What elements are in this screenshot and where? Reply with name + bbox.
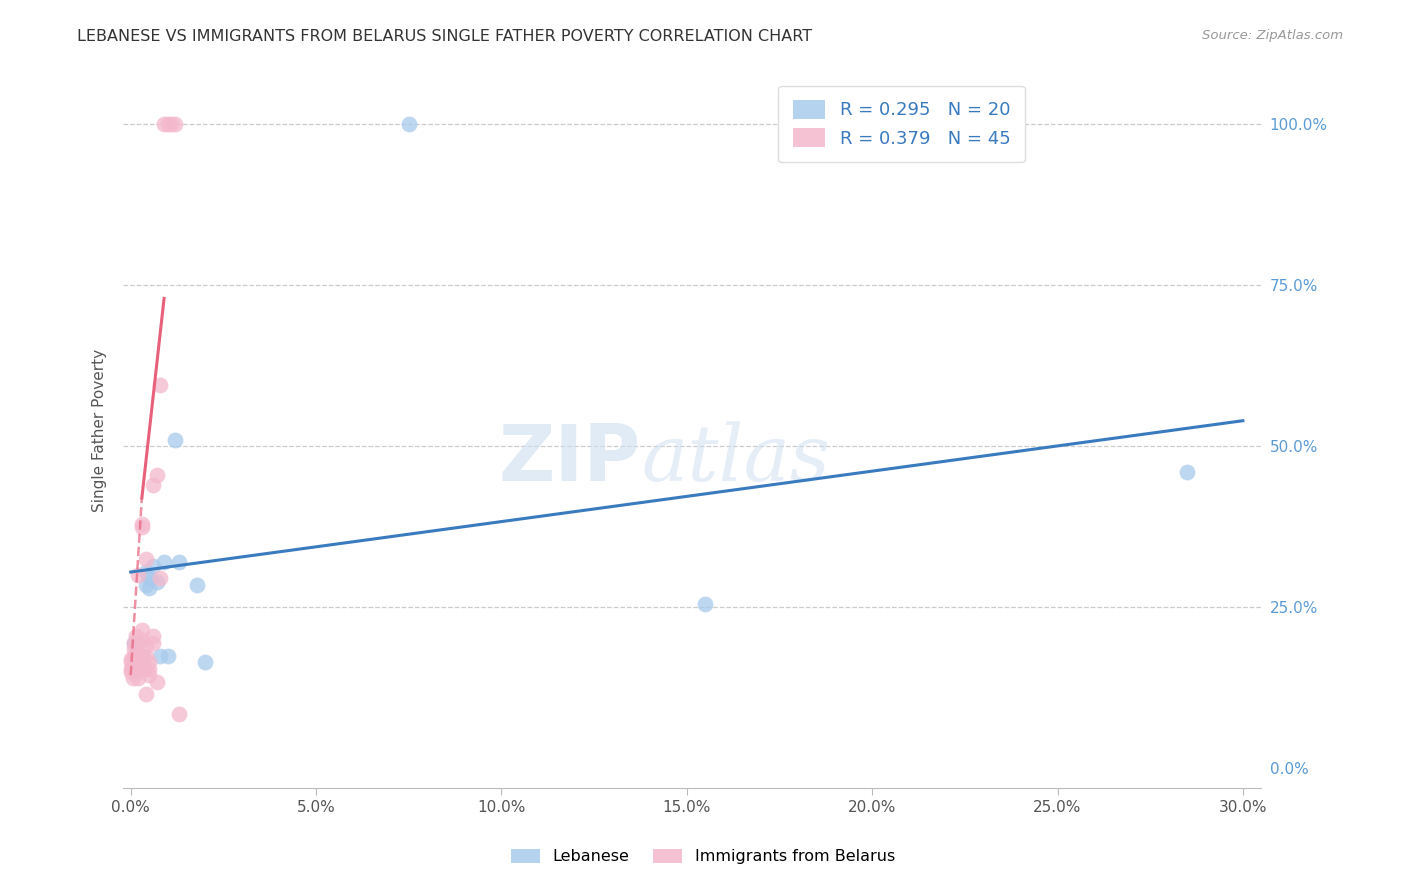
Point xyxy=(138,572,160,586)
Point xyxy=(160,118,183,132)
Point xyxy=(153,118,176,132)
Point xyxy=(135,687,157,701)
Legend: R = 0.295   N = 20, R = 0.379   N = 45: R = 0.295 N = 20, R = 0.379 N = 45 xyxy=(778,86,1025,162)
Point xyxy=(167,706,190,721)
Point xyxy=(135,639,157,653)
Point xyxy=(138,662,160,676)
Point xyxy=(165,433,187,447)
Point xyxy=(131,648,153,663)
Point xyxy=(145,468,167,483)
Text: atlas: atlas xyxy=(641,421,830,497)
Point xyxy=(124,658,146,673)
Point xyxy=(124,642,146,657)
Point xyxy=(131,662,153,676)
Point xyxy=(127,636,149,650)
Point xyxy=(194,655,217,669)
Point xyxy=(156,118,179,132)
Point xyxy=(127,671,149,685)
Point xyxy=(131,520,153,534)
Text: Source: ZipAtlas.com: Source: ZipAtlas.com xyxy=(1202,29,1343,42)
Point xyxy=(142,629,165,643)
Point xyxy=(186,578,208,592)
Point xyxy=(142,558,165,573)
Point xyxy=(165,118,187,132)
Point xyxy=(121,662,143,676)
Point xyxy=(122,662,145,676)
Point xyxy=(120,665,142,679)
Point xyxy=(124,662,146,676)
Point xyxy=(121,671,143,685)
Point xyxy=(120,655,142,669)
Point xyxy=(131,648,153,663)
Point xyxy=(138,655,160,669)
Point xyxy=(142,636,165,650)
Point xyxy=(149,378,172,392)
Point xyxy=(135,552,157,566)
Text: LEBANESE VS IMMIGRANTS FROM BELARUS SINGLE FATHER POVERTY CORRELATION CHART: LEBANESE VS IMMIGRANTS FROM BELARUS SING… xyxy=(77,29,813,44)
Point xyxy=(138,668,160,682)
Point xyxy=(125,629,148,643)
Point xyxy=(149,648,172,663)
Point xyxy=(131,632,153,647)
Point xyxy=(695,597,717,611)
Point xyxy=(131,623,153,637)
Point xyxy=(149,572,172,586)
Point xyxy=(127,655,149,669)
Point xyxy=(124,648,146,663)
Point xyxy=(127,648,149,663)
Point xyxy=(127,662,149,676)
Text: ZIP: ZIP xyxy=(499,421,641,497)
Point xyxy=(145,574,167,589)
Point xyxy=(398,118,420,132)
Point xyxy=(120,652,142,666)
Point xyxy=(124,636,146,650)
Point xyxy=(142,478,165,492)
Point xyxy=(135,578,157,592)
Y-axis label: Single Father Poverty: Single Father Poverty xyxy=(93,349,107,512)
Point xyxy=(145,674,167,689)
Point xyxy=(1175,465,1198,479)
Point xyxy=(131,516,153,531)
Point xyxy=(124,655,146,669)
Point xyxy=(156,648,179,663)
Point xyxy=(138,581,160,595)
Point xyxy=(167,555,190,569)
Point xyxy=(153,555,176,569)
Point xyxy=(120,662,142,676)
Point xyxy=(127,568,149,582)
Point xyxy=(124,636,146,650)
Point xyxy=(135,648,157,663)
Point xyxy=(124,652,146,666)
Legend: Lebanese, Immigrants from Belarus: Lebanese, Immigrants from Belarus xyxy=(505,842,901,871)
Point xyxy=(135,565,157,579)
Point xyxy=(135,662,157,676)
